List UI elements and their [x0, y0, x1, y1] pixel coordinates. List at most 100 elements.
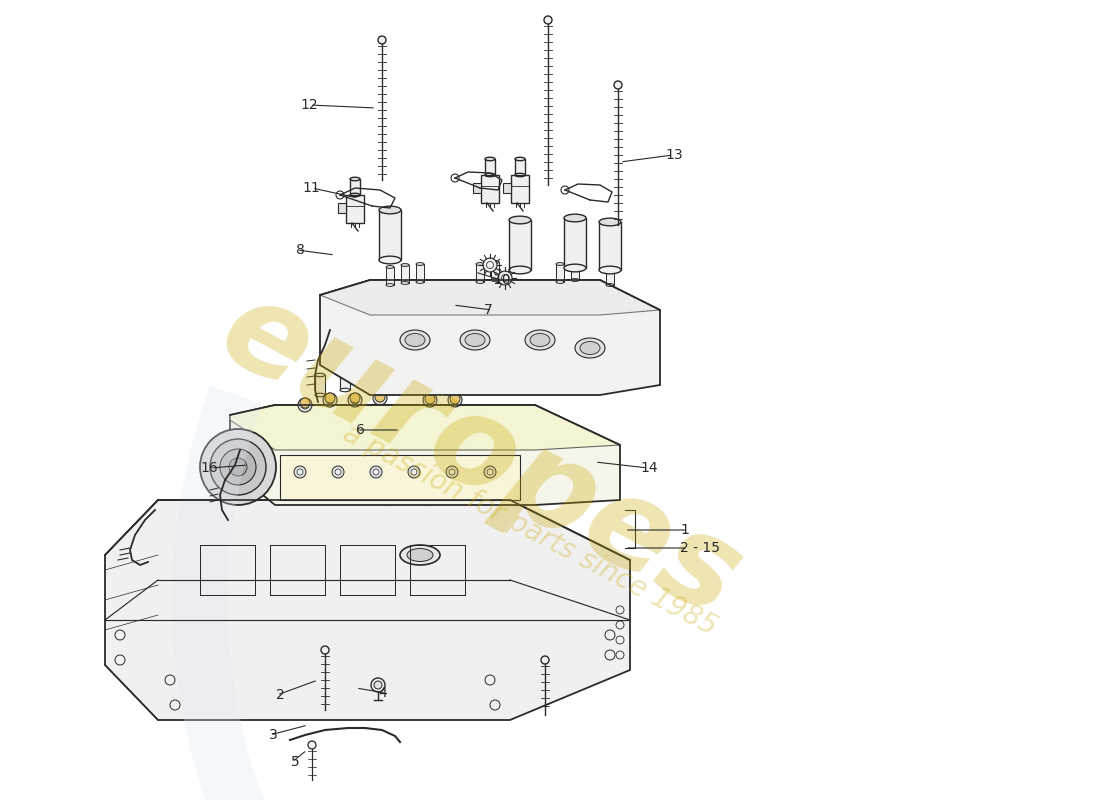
Bar — [600, 222, 621, 270]
Bar — [416, 264, 424, 282]
Circle shape — [373, 469, 380, 475]
Circle shape — [385, 495, 395, 505]
Ellipse shape — [365, 368, 375, 372]
Circle shape — [376, 394, 384, 402]
Ellipse shape — [365, 388, 375, 392]
Bar — [365, 370, 375, 390]
Circle shape — [297, 469, 302, 475]
Text: 4: 4 — [378, 686, 387, 700]
Bar — [491, 262, 499, 280]
Bar — [476, 264, 484, 282]
Ellipse shape — [491, 278, 499, 282]
Bar — [564, 218, 586, 268]
Text: europes: europes — [200, 268, 760, 642]
Bar — [315, 375, 324, 395]
Circle shape — [375, 392, 385, 402]
Polygon shape — [230, 405, 620, 505]
Ellipse shape — [530, 334, 550, 346]
Ellipse shape — [400, 545, 440, 565]
Text: 10: 10 — [493, 273, 510, 287]
Circle shape — [200, 429, 276, 505]
Text: 16: 16 — [200, 461, 218, 475]
Ellipse shape — [525, 330, 556, 350]
Ellipse shape — [606, 266, 614, 268]
Circle shape — [336, 469, 341, 475]
Text: 6: 6 — [356, 423, 365, 437]
Text: 12: 12 — [300, 98, 318, 112]
Bar — [402, 265, 409, 283]
Ellipse shape — [509, 266, 531, 274]
Ellipse shape — [465, 334, 485, 346]
Ellipse shape — [509, 216, 531, 224]
Circle shape — [541, 656, 549, 664]
Circle shape — [324, 393, 336, 403]
Circle shape — [451, 396, 459, 404]
Ellipse shape — [350, 178, 360, 181]
Ellipse shape — [476, 262, 484, 266]
Ellipse shape — [402, 264, 409, 266]
Circle shape — [165, 675, 175, 685]
Ellipse shape — [407, 549, 433, 562]
Ellipse shape — [606, 284, 614, 286]
Circle shape — [370, 466, 382, 478]
Bar — [386, 267, 394, 285]
Circle shape — [116, 630, 125, 640]
Circle shape — [544, 16, 552, 24]
Text: 1: 1 — [680, 523, 689, 537]
Bar — [556, 264, 564, 282]
Bar — [473, 183, 481, 194]
Polygon shape — [320, 280, 660, 315]
Circle shape — [614, 81, 622, 89]
Bar — [606, 267, 614, 285]
Circle shape — [424, 393, 437, 407]
Circle shape — [425, 394, 435, 404]
Circle shape — [448, 393, 462, 407]
Bar — [338, 203, 346, 214]
Circle shape — [220, 449, 256, 485]
Text: 11: 11 — [302, 181, 320, 195]
Ellipse shape — [580, 342, 600, 354]
Circle shape — [483, 258, 497, 272]
Circle shape — [332, 466, 344, 478]
Text: 2: 2 — [276, 688, 285, 702]
Ellipse shape — [491, 261, 499, 263]
Circle shape — [446, 490, 455, 500]
Text: 8: 8 — [296, 243, 305, 257]
Polygon shape — [104, 500, 630, 720]
Ellipse shape — [402, 282, 409, 284]
Ellipse shape — [340, 388, 350, 392]
Text: 3: 3 — [270, 728, 278, 742]
Bar — [379, 210, 401, 260]
Ellipse shape — [315, 394, 324, 397]
Bar — [515, 159, 525, 175]
Ellipse shape — [405, 334, 425, 346]
Ellipse shape — [600, 218, 621, 226]
Circle shape — [425, 495, 435, 505]
Circle shape — [321, 646, 329, 654]
Ellipse shape — [416, 281, 424, 283]
Circle shape — [446, 466, 458, 478]
Ellipse shape — [564, 214, 586, 222]
Ellipse shape — [460, 330, 490, 350]
Text: 14: 14 — [640, 461, 658, 475]
Circle shape — [484, 466, 496, 478]
Bar — [571, 262, 579, 280]
Ellipse shape — [386, 284, 394, 286]
Circle shape — [300, 398, 310, 408]
Circle shape — [323, 393, 337, 407]
Circle shape — [371, 678, 385, 692]
Circle shape — [301, 401, 309, 409]
Ellipse shape — [575, 338, 605, 358]
Ellipse shape — [571, 261, 579, 263]
Circle shape — [116, 655, 125, 665]
Circle shape — [498, 271, 512, 285]
Text: 5: 5 — [292, 755, 300, 769]
Bar — [280, 455, 520, 500]
Bar — [512, 175, 529, 203]
Circle shape — [450, 394, 460, 404]
Ellipse shape — [556, 281, 564, 283]
Ellipse shape — [340, 368, 350, 372]
Ellipse shape — [476, 281, 484, 283]
Circle shape — [170, 700, 180, 710]
Bar — [350, 179, 360, 195]
